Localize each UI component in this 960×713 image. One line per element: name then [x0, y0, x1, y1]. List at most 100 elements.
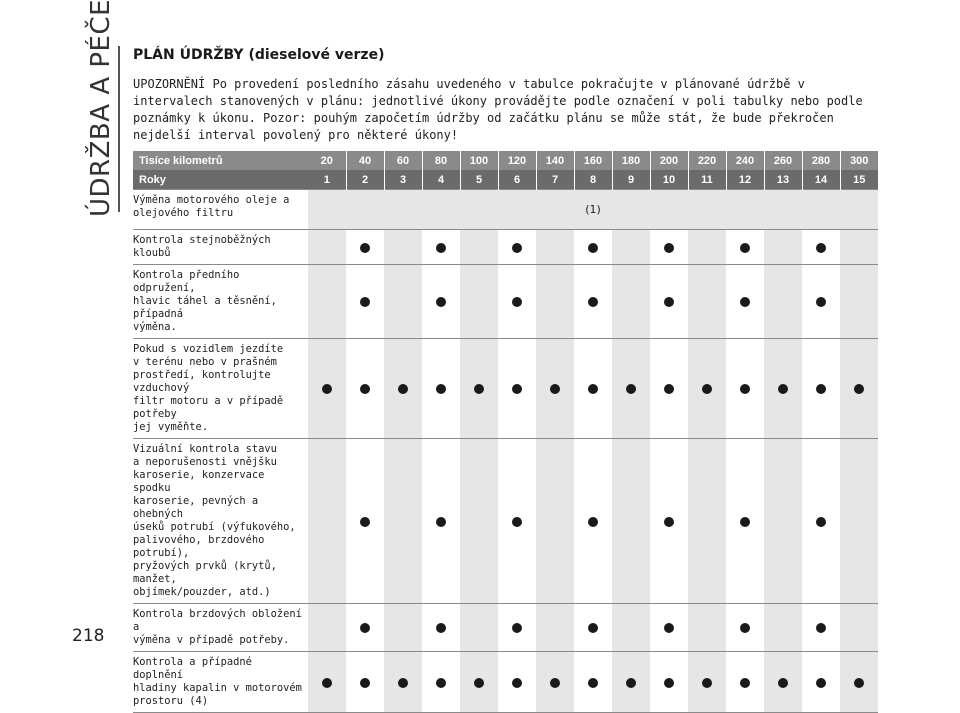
interval-cell — [422, 264, 460, 339]
maintenance-table: Tisíce kilometrů 20 40 60 80 100 120 140 160 180… — [133, 151, 878, 713]
header-km-240: 240 — [726, 151, 765, 170]
header-year-8: 8 — [574, 170, 613, 190]
header-km-80: 80 — [422, 151, 461, 170]
interval-cell — [688, 338, 726, 439]
check-dot-icon — [664, 297, 674, 307]
interval-cell — [612, 264, 650, 339]
interval-cell — [498, 264, 536, 339]
check-dot-icon — [816, 242, 826, 253]
interval-cell — [536, 603, 574, 652]
check-dot-icon — [436, 516, 446, 527]
header-years-label: Roky — [133, 170, 308, 190]
interval-cell — [460, 264, 498, 339]
page-number: 218 — [72, 626, 105, 646]
interval-cell — [574, 338, 612, 439]
interval-cell — [460, 229, 498, 265]
interval-cell — [422, 438, 460, 604]
interval-cell — [536, 338, 574, 439]
interval-cell — [536, 651, 574, 713]
interval-cell — [308, 338, 346, 439]
interval-cell — [346, 338, 384, 439]
interval-cell — [764, 229, 802, 265]
check-dot-icon — [360, 242, 370, 253]
header-row-years: Roky 1 2 3 4 5 6 7 8 9 10 11 12 13 14 15 — [133, 170, 878, 190]
check-dot-icon — [816, 297, 826, 307]
interval-cell — [688, 651, 726, 713]
interval-cell — [726, 264, 764, 339]
header-year-3: 3 — [384, 170, 423, 190]
check-dot-icon — [702, 384, 712, 394]
check-dot-icon — [816, 516, 826, 527]
interval-cell — [764, 264, 802, 339]
check-dot-icon — [626, 384, 636, 394]
header-year-9: 9 — [612, 170, 651, 190]
interval-cell — [840, 438, 878, 604]
check-dot-icon — [436, 623, 446, 633]
interval-cell — [422, 229, 460, 265]
interval-cell — [346, 603, 384, 652]
interval-cell — [840, 651, 878, 713]
header-km-label: Tisíce kilometrů — [133, 151, 308, 170]
interval-cell — [840, 338, 878, 439]
interval-cell — [650, 438, 688, 604]
row-label: Kontrola a případné doplnění hladiny kap… — [133, 651, 308, 713]
check-dot-icon — [360, 623, 370, 633]
interval-cell — [498, 229, 536, 265]
header-year-6: 6 — [498, 170, 537, 190]
check-dot-icon — [664, 384, 674, 394]
interval-cell — [308, 603, 346, 652]
header-km-140: 140 — [536, 151, 575, 170]
interval-cell — [308, 651, 346, 713]
check-dot-icon — [664, 242, 674, 253]
interval-cell — [688, 264, 726, 339]
interval-cell — [498, 438, 536, 604]
header-year-2: 2 — [346, 170, 385, 190]
check-dot-icon — [740, 297, 750, 307]
check-dot-icon — [740, 384, 750, 394]
table-row: Kontrola stejnoběžných kloubů — [133, 229, 878, 265]
header-year-12: 12 — [726, 170, 765, 190]
header-km-220: 220 — [688, 151, 727, 170]
check-dot-icon — [854, 384, 864, 394]
warning-text: UPOZORNĚNÍ Po provedení posledního zásah… — [133, 77, 863, 142]
row-label: Vizuální kontrola stavu a neporušenosti … — [133, 438, 308, 604]
header-year-13: 13 — [764, 170, 803, 190]
header-km-300: 300 — [840, 151, 878, 170]
interval-cell — [612, 651, 650, 713]
interval-cell — [802, 229, 840, 265]
header-year-10: 10 — [650, 170, 689, 190]
interval-cell — [764, 651, 802, 713]
table-row: Vizuální kontrola stavu a neporušenosti … — [133, 438, 878, 604]
check-dot-icon — [664, 623, 674, 633]
interval-cell — [802, 603, 840, 652]
interval-cell — [460, 603, 498, 652]
page-title: PLÁN ÚDRŽBY (dieselové verze) — [133, 47, 385, 63]
interval-cell — [726, 438, 764, 604]
interval-cell — [498, 603, 536, 652]
check-dot-icon — [360, 516, 370, 527]
interval-cell — [346, 651, 384, 713]
interval-cell — [726, 603, 764, 652]
interval-cell — [688, 229, 726, 265]
interval-cell — [308, 229, 346, 265]
check-dot-icon — [436, 384, 446, 394]
header-km-60: 60 — [384, 151, 423, 170]
interval-cell — [346, 264, 384, 339]
header-km-260: 260 — [764, 151, 803, 170]
interval-cell — [612, 338, 650, 439]
check-dot-icon — [512, 242, 522, 253]
check-dot-icon — [474, 384, 484, 394]
side-divider — [118, 46, 120, 212]
interval-cell — [498, 651, 536, 713]
interval-cell — [574, 438, 612, 604]
interval-cell — [346, 229, 384, 265]
header-year-15: 15 — [840, 170, 878, 190]
interval-cell — [764, 338, 802, 439]
table-row: Kontrola a případné doplnění hladiny kap… — [133, 651, 878, 713]
interval-cell — [422, 651, 460, 713]
header-year-11: 11 — [688, 170, 727, 190]
header-km-20: 20 — [308, 151, 347, 170]
interval-cell — [650, 338, 688, 439]
interval-cell — [346, 438, 384, 604]
row-note: (1) — [308, 189, 878, 230]
